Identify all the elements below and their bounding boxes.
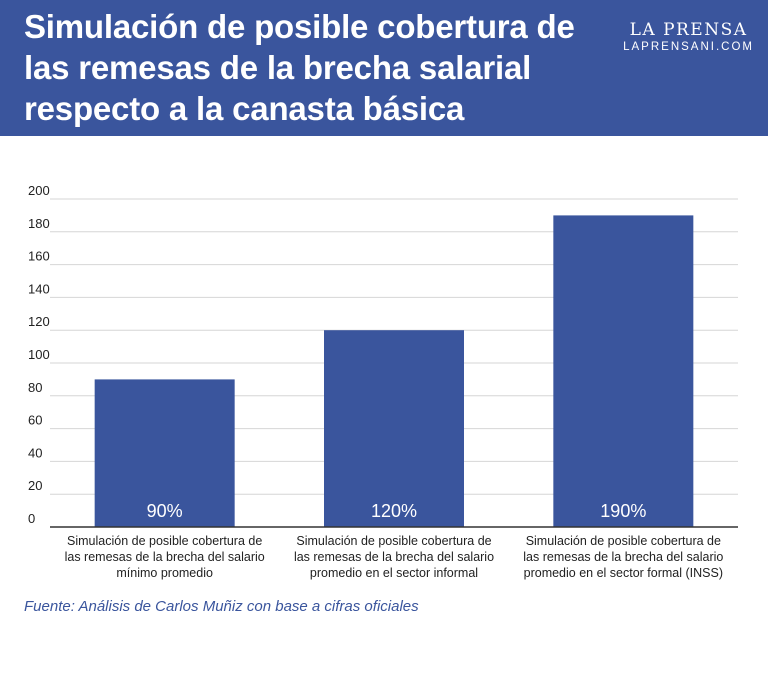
bar-chart: 0 20 40 60 80 100 120 140 160 180 200 90% Simulación… — [28, 183, 738, 580]
y-tick-label: 200 — [28, 183, 50, 198]
x-category-label: Simulación de posible cobertura de — [526, 534, 721, 548]
x-category-label: Simulación de posible cobertura de — [296, 534, 491, 548]
y-tick-label: 140 — [28, 281, 50, 296]
source-note: Fuente: Análisis de Carlos Muñiz con bas… — [24, 598, 419, 615]
bar-data-label: 90% — [147, 501, 183, 521]
x-category-label: Simulación de posible cobertura de — [67, 534, 262, 548]
x-category-label: las remesas de la brecha del salario — [65, 550, 265, 564]
title-line-3: respecto a la canasta básica — [24, 90, 465, 127]
brand-name: LA PRENSA — [629, 20, 748, 40]
y-tick-label: 160 — [28, 249, 50, 264]
y-tick-label: 40 — [28, 445, 42, 460]
title-line-1: Simulación de posible cobertura de — [24, 8, 575, 45]
y-tick-label: 80 — [28, 380, 42, 395]
y-tick-label: 180 — [28, 216, 50, 231]
bar-data-label: 190% — [600, 501, 646, 521]
x-category-label: promedio en el sector informal — [310, 566, 478, 580]
bar-data-label: 120% — [371, 501, 417, 521]
x-category-label: las remesas de la brecha del salario — [523, 550, 723, 564]
x-category-label: promedio en el sector formal (INSS) — [524, 566, 723, 580]
y-tick-label: 20 — [28, 478, 42, 493]
title-line-2: las remesas de la brecha salarial — [24, 49, 532, 86]
x-category-label: mínimo promedio — [116, 566, 213, 580]
bar — [94, 379, 235, 527]
y-tick-label: 60 — [28, 413, 42, 428]
chart-title: Simulación de posible cobertura de las r… — [24, 6, 624, 129]
y-tick-label: 120 — [28, 314, 50, 329]
brand-url: LAPRENSANI.COM — [623, 41, 754, 53]
y-tick-label: 0 — [28, 511, 35, 526]
bar — [324, 330, 464, 527]
brand-logo: LA PRENSA LAPRENSANI.COM — [623, 20, 754, 54]
y-tick-label: 100 — [28, 347, 50, 362]
header-banner: Simulación de posible cobertura de las r… — [0, 0, 768, 136]
x-category-label: las remesas de la brecha del salario — [294, 550, 494, 564]
bar — [553, 215, 694, 527]
